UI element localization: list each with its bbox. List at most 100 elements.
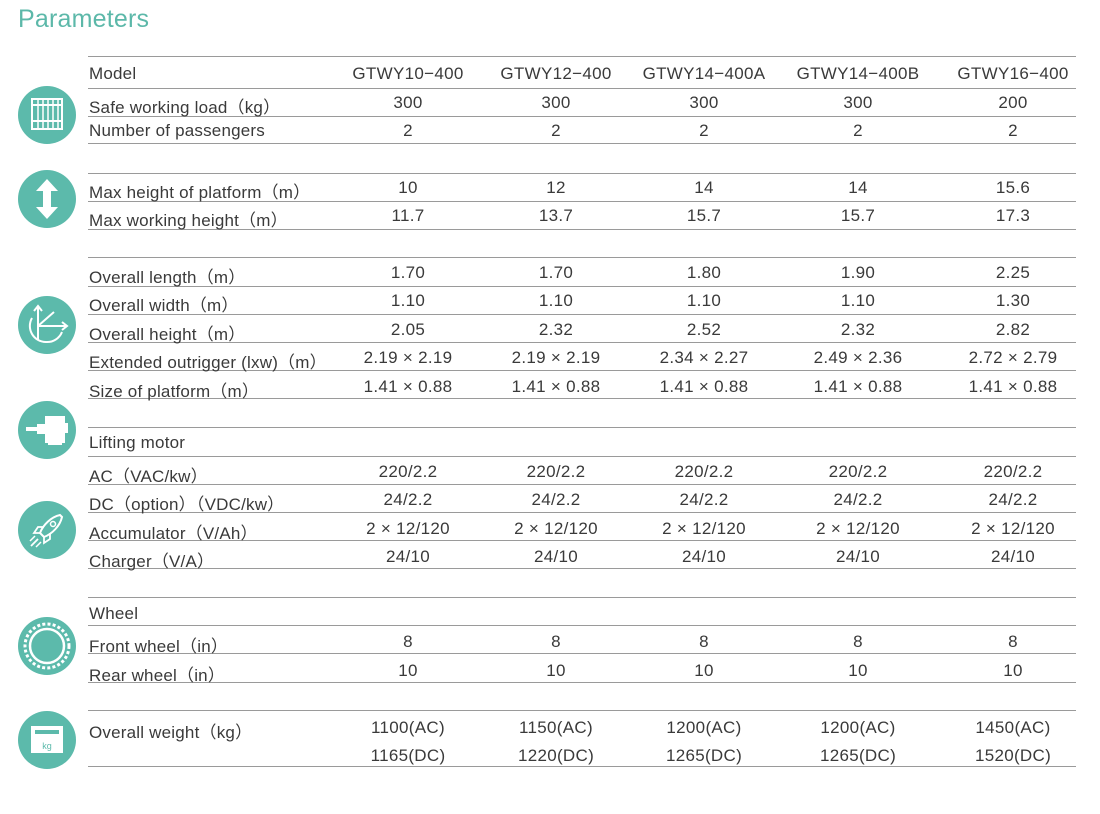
cell-value: 10 <box>694 661 714 680</box>
divider <box>88 398 1076 399</box>
cell-value: 2 <box>1008 121 1018 140</box>
cell-value: 1.41 × 0.88 <box>659 377 749 396</box>
cell-value: 11.7 <box>391 206 425 225</box>
cell-value: 300 <box>689 93 719 112</box>
cell-value: 10 <box>546 661 566 680</box>
table-row: Front wheel（in） 8 8 8 8 8 <box>0 628 1100 656</box>
cell-value: 1520(DC) <box>974 746 1052 765</box>
cell-value: 13.7 <box>538 206 574 225</box>
cell-value: 1.10 <box>538 291 574 310</box>
row-label: Accumulator（V/Ah） <box>89 524 258 543</box>
divider <box>88 682 1076 683</box>
divider <box>88 143 1076 144</box>
divider <box>88 342 1076 343</box>
cell-value: 2 <box>699 121 709 140</box>
divider <box>88 625 1076 626</box>
cell-value: 220/2.2 <box>828 462 888 481</box>
cell-value: 1.30 <box>995 291 1031 310</box>
weight-scale-icon: kg <box>18 711 76 769</box>
cell-value: 2 × 12/120 <box>662 519 746 538</box>
cell-value: 24/2.2 <box>383 490 433 509</box>
cell-value: 1.41 × 0.88 <box>511 377 601 396</box>
cell-value: 24/10 <box>681 547 727 566</box>
divider <box>88 597 1076 598</box>
divider <box>88 257 1076 258</box>
cell-value: 2.52 <box>686 320 722 339</box>
row-label: Lifting motor <box>89 433 186 452</box>
cage-icon <box>18 86 76 144</box>
cell-value: 12 <box>546 178 566 197</box>
cell-value: 1200(AC) <box>666 718 742 737</box>
cell-value: 2 × 12/120 <box>816 519 900 538</box>
divider <box>88 427 1076 428</box>
cell-value: 300 <box>541 93 571 112</box>
cell-value: 1450(AC) <box>975 718 1051 737</box>
cell-value: 1.41 × 0.88 <box>813 377 903 396</box>
cell-value: 2.25 <box>995 263 1031 282</box>
divider <box>88 314 1076 315</box>
table-row: Overall weight（kg） 1100(AC) 1150(AC) 120… <box>0 714 1100 742</box>
section-heading: Lifting motor <box>0 429 1100 457</box>
row-label: Overall weight（kg） <box>89 723 253 742</box>
table-row: Overall width（m） 1.10 1.10 1.10 1.10 1.3… <box>0 287 1100 315</box>
divider <box>88 653 1076 654</box>
cell-value: 1200(AC) <box>820 718 896 737</box>
row-label: Number of passengers <box>89 121 265 140</box>
cell-value: 1.10 <box>390 291 426 310</box>
dimension-axes-icon <box>18 296 76 354</box>
divider <box>88 568 1076 569</box>
divider <box>88 512 1076 513</box>
model-name: GTWY14−400A <box>642 64 766 83</box>
cell-value: 24/10 <box>835 547 881 566</box>
cell-value: 2.34 × 2.27 <box>659 348 749 367</box>
cell-value: 15.7 <box>840 206 876 225</box>
divider <box>88 116 1076 117</box>
cell-value: 8 <box>699 632 709 651</box>
divider <box>88 370 1076 371</box>
cell-value: 2 <box>853 121 863 140</box>
cell-value: 24/2.2 <box>679 490 729 509</box>
cell-value: 10 <box>398 661 418 680</box>
cell-value: 24/10 <box>990 547 1036 566</box>
divider <box>88 88 1076 89</box>
row-label: Rear wheel（in） <box>89 666 226 685</box>
row-label: Front wheel（in） <box>89 637 229 656</box>
divider <box>88 484 1076 485</box>
cell-value: 2.82 <box>995 320 1031 339</box>
cell-value: 220/2.2 <box>983 462 1043 481</box>
row-label: Extended outrigger (lxw)（m） <box>89 353 327 372</box>
row-label: Overall length（m） <box>89 268 246 287</box>
cell-value: 2.05 <box>390 320 426 339</box>
page-title: Parameters <box>18 5 150 33</box>
model-name: GTWY10−400 <box>352 64 464 83</box>
row-label: Charger（V/A） <box>89 552 215 571</box>
cell-value: 220/2.2 <box>378 462 438 481</box>
divider <box>88 229 1076 230</box>
cell-value: 1.70 <box>538 263 574 282</box>
cell-value: 2.19 × 2.19 <box>363 348 453 367</box>
cell-value: 1150(AC) <box>519 718 593 737</box>
cell-value: 1100(AC) <box>371 718 445 737</box>
cell-value: 24/2.2 <box>833 490 883 509</box>
cell-value: 300 <box>393 93 423 112</box>
cell-value: 1265(DC) <box>665 746 743 765</box>
cell-value: 2 × 12/120 <box>366 519 450 538</box>
cell-value: 17.3 <box>995 206 1031 225</box>
row-label: Wheel <box>89 604 139 623</box>
section-heading: Wheel <box>0 600 1100 628</box>
cell-value: 2 <box>403 121 413 140</box>
cell-value: 300 <box>843 93 873 112</box>
motor-icon <box>18 401 76 459</box>
cell-value: 1265(DC) <box>819 746 897 765</box>
cell-value: 2.19 × 2.19 <box>511 348 601 367</box>
cell-value: 10 <box>848 661 868 680</box>
divider <box>88 201 1076 202</box>
cell-value: 2.72 × 2.79 <box>968 348 1058 367</box>
divider <box>88 456 1076 457</box>
cell-value: 1220(DC) <box>517 746 595 765</box>
cell-value: 2.32 <box>538 320 574 339</box>
divider <box>88 710 1076 711</box>
model-name: GTWY14−400B <box>796 64 920 83</box>
divider <box>88 540 1076 541</box>
table-row: Number of passengers 2 2 2 2 2 <box>0 117 1100 145</box>
